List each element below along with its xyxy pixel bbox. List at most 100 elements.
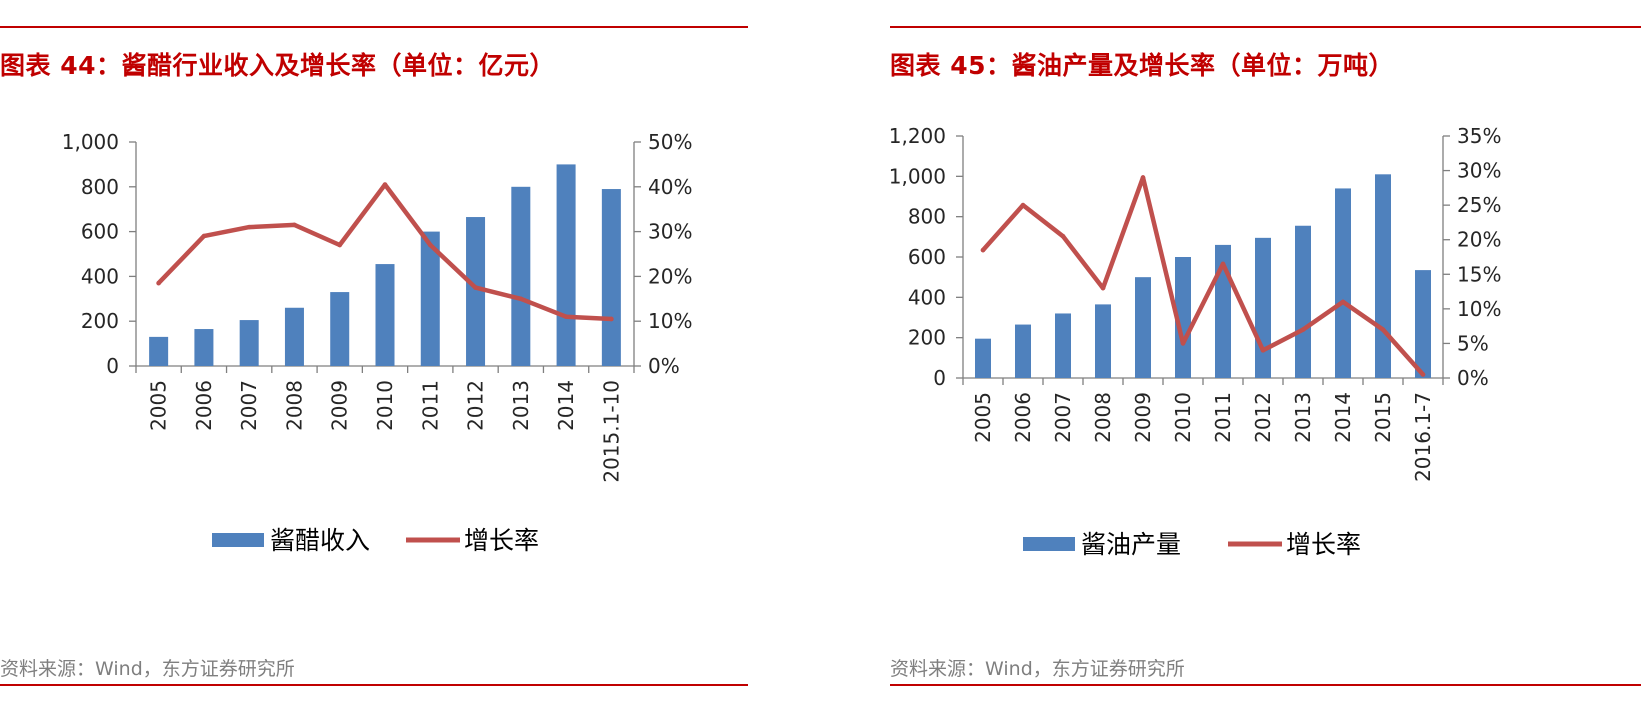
bar-2013 bbox=[1295, 225, 1311, 378]
y-left-tick-label: 600 bbox=[81, 220, 119, 244]
top-rule bbox=[0, 26, 748, 28]
growth-point-2014 bbox=[563, 314, 569, 320]
bar-2013 bbox=[511, 186, 531, 366]
y-right-tick-label: 10% bbox=[648, 309, 692, 333]
growth-point-2006 bbox=[1020, 202, 1026, 208]
bar-2014 bbox=[556, 164, 576, 366]
bar-2009 bbox=[330, 292, 350, 366]
y-right-tick-label: 0% bbox=[1457, 366, 1489, 390]
growth-point-2011 bbox=[427, 242, 433, 248]
bar-2011 bbox=[1215, 244, 1231, 378]
x-tick-label: 2010 bbox=[373, 380, 397, 431]
growth-point-2008 bbox=[292, 222, 297, 228]
y-left-tick-label: 0 bbox=[933, 366, 946, 390]
growth-point-2013 bbox=[1300, 327, 1306, 332]
bar-2008 bbox=[284, 307, 304, 366]
bar-2012 bbox=[1255, 237, 1271, 378]
y-right-tick-label: 30% bbox=[648, 220, 692, 244]
x-tick-label: 2005 bbox=[147, 380, 171, 431]
y-left-tick-label: 800 bbox=[908, 205, 946, 229]
growth-point-2007 bbox=[1060, 233, 1066, 239]
chart-title: 图表 45：酱油产量及增长率（单位：万吨） bbox=[890, 51, 1394, 80]
y-right-tick-label: 0% bbox=[648, 354, 680, 378]
chart-title: 图表 44：酱醋行业收入及增长率（单位：亿元） bbox=[0, 51, 555, 80]
bar-2005 bbox=[975, 338, 991, 378]
bar-2010 bbox=[1175, 257, 1191, 378]
growth-point-2012 bbox=[473, 285, 478, 290]
y-left-tick-label: 0 bbox=[106, 354, 119, 378]
growth-point-2010 bbox=[1180, 341, 1186, 346]
x-tick-label: 2016.1-7 bbox=[1411, 392, 1435, 482]
x-tick-label: 2009 bbox=[1131, 392, 1155, 443]
y-left-tick-label: 1,200 bbox=[890, 124, 946, 148]
bar-2011 bbox=[420, 231, 440, 366]
bar-2008 bbox=[1095, 304, 1111, 378]
y-right-tick-label: 40% bbox=[648, 175, 692, 199]
growth-point-2015 bbox=[1380, 327, 1386, 332]
y-right-tick-label: 20% bbox=[1457, 228, 1501, 252]
x-tick-label: 2011 bbox=[1211, 392, 1235, 443]
x-tick-label: 2014 bbox=[554, 380, 578, 431]
x-tick-label: 2006 bbox=[1011, 392, 1035, 443]
y-right-tick-label: 5% bbox=[1457, 331, 1489, 355]
growth-point-2005 bbox=[980, 247, 986, 253]
growth-point-2010 bbox=[382, 182, 388, 187]
x-tick-label: 2009 bbox=[328, 380, 352, 431]
bar-2005 bbox=[149, 336, 169, 366]
x-tick-label: 2010 bbox=[1171, 392, 1195, 443]
x-tick-label: 2007 bbox=[237, 380, 261, 431]
legend-label-bar: 酱油产量 bbox=[1081, 530, 1181, 559]
y-left-tick-label: 200 bbox=[908, 326, 946, 350]
x-tick-label: 2012 bbox=[1251, 392, 1275, 443]
y-right-tick-label: 20% bbox=[648, 264, 692, 288]
chart-panel-right: 图表 45：酱油产量及增长率（单位：万吨） 0 200 400 600 800 1,000… bbox=[890, 0, 1641, 714]
bar-2007 bbox=[1055, 313, 1071, 378]
growth-point-2012 bbox=[1260, 348, 1266, 353]
x-tick-label: 2015.1-10 bbox=[599, 380, 623, 483]
x-tick-label: 2008 bbox=[1091, 392, 1115, 443]
chart-left: 0 200 400 600 800 1,000 0% 10% 20% 30% 40% 50% 2005 2… bbox=[62, 130, 693, 555]
bottom-rule bbox=[0, 684, 748, 686]
x-tick-label: 2007 bbox=[1051, 392, 1075, 443]
x-tick-label: 2015 bbox=[1371, 392, 1395, 443]
bar-2015 bbox=[1375, 174, 1391, 378]
legend-label-line: 增长率 bbox=[1286, 530, 1361, 559]
x-tick-label: 2005 bbox=[971, 392, 995, 443]
y-right-tick-label: 15% bbox=[1457, 262, 1501, 286]
growth-point-2009 bbox=[337, 242, 343, 248]
y-left-tick-label: 1,000 bbox=[890, 164, 946, 188]
y-left-tick-label: 600 bbox=[908, 245, 946, 269]
y-right-tick-label: 10% bbox=[1457, 297, 1501, 321]
source-note: 资料来源：Wind，东方证券研究所 bbox=[0, 658, 295, 680]
bar-2006 bbox=[1015, 324, 1031, 378]
y-left-tick-label: 200 bbox=[81, 309, 119, 333]
bar-2009 bbox=[1135, 277, 1151, 378]
x-tick-label: 2006 bbox=[192, 380, 216, 431]
source-note: 资料来源：Wind，东方证券研究所 bbox=[890, 658, 1185, 680]
x-tick-label: 2013 bbox=[1291, 392, 1315, 443]
y-right-tick-label: 30% bbox=[1457, 159, 1501, 183]
growth-point-2013 bbox=[518, 296, 524, 302]
legend-label-line: 增长率 bbox=[464, 526, 539, 555]
growth-point-2006 bbox=[201, 233, 207, 239]
bar-2015.1-10 bbox=[601, 189, 621, 366]
y-left-tick-label: 1,000 bbox=[62, 130, 119, 154]
y-right-tick-label: 25% bbox=[1457, 193, 1501, 217]
growth-point-2015.1-10 bbox=[609, 316, 614, 322]
y-right-tick-label: 50% bbox=[648, 130, 692, 154]
x-tick-label: 2011 bbox=[418, 380, 442, 431]
y-left-tick-label: 400 bbox=[908, 285, 946, 309]
top-rule bbox=[890, 26, 1641, 28]
growth-point-2008 bbox=[1100, 285, 1106, 291]
x-tick-label: 2012 bbox=[464, 380, 488, 431]
chart-panel-left: 图表 44：酱醋行业收入及增长率（单位：亿元） 0 200 400 600 800 1,0… bbox=[0, 0, 790, 714]
bar-2006 bbox=[194, 329, 214, 366]
growth-point-2011 bbox=[1220, 261, 1226, 267]
bar-2010 bbox=[375, 264, 395, 366]
legend-swatch-bar bbox=[212, 533, 264, 547]
chart-right: 0 200 400 600 800 1,000 1,200 0% 5% 10% 15% 20% 25% 3… bbox=[890, 124, 1501, 559]
growth-point-2016.1-7 bbox=[1420, 372, 1426, 377]
legend-swatch-bar bbox=[1023, 537, 1075, 551]
bar-2016.1-7 bbox=[1415, 270, 1431, 378]
growth-point-2007 bbox=[246, 224, 252, 230]
